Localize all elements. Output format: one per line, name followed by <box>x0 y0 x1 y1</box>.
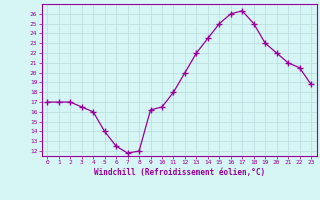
X-axis label: Windchill (Refroidissement éolien,°C): Windchill (Refroidissement éolien,°C) <box>94 168 265 177</box>
